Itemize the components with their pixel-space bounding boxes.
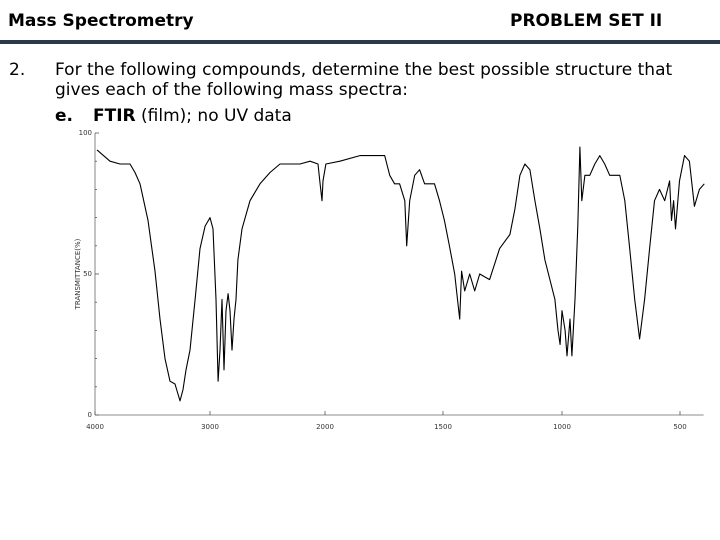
item-bold: FTIR xyxy=(93,106,136,126)
x-tick-label: 3000 xyxy=(201,423,219,431)
spectrum-line xyxy=(96,146,705,402)
x-tick-label: 500 xyxy=(673,423,686,431)
x-tick-label: 1500 xyxy=(434,423,452,431)
header-left: Mass Spectrometry xyxy=(8,11,194,31)
header-rule xyxy=(0,40,720,44)
problem-number: 2. xyxy=(9,60,26,80)
item-text: (film); no UV data xyxy=(135,106,292,126)
problem-text: For the following compounds, determine t… xyxy=(55,60,673,100)
item-letter: e. xyxy=(55,106,73,126)
x-tick-label: 4000 xyxy=(86,423,104,431)
x-tick-label: 1000 xyxy=(553,423,571,431)
y-tick-label: 0 xyxy=(88,411,92,419)
item: e. FTIR (film); no UV data xyxy=(55,106,292,126)
y-tick-label: 100 xyxy=(79,129,92,137)
x-tick-label: 2000 xyxy=(316,423,334,431)
y-tick-label: 50 xyxy=(83,270,92,278)
y-axis-label: TRANSMITTANCE(%) xyxy=(74,238,82,310)
header-right: PROBLEM SET II xyxy=(510,11,663,31)
